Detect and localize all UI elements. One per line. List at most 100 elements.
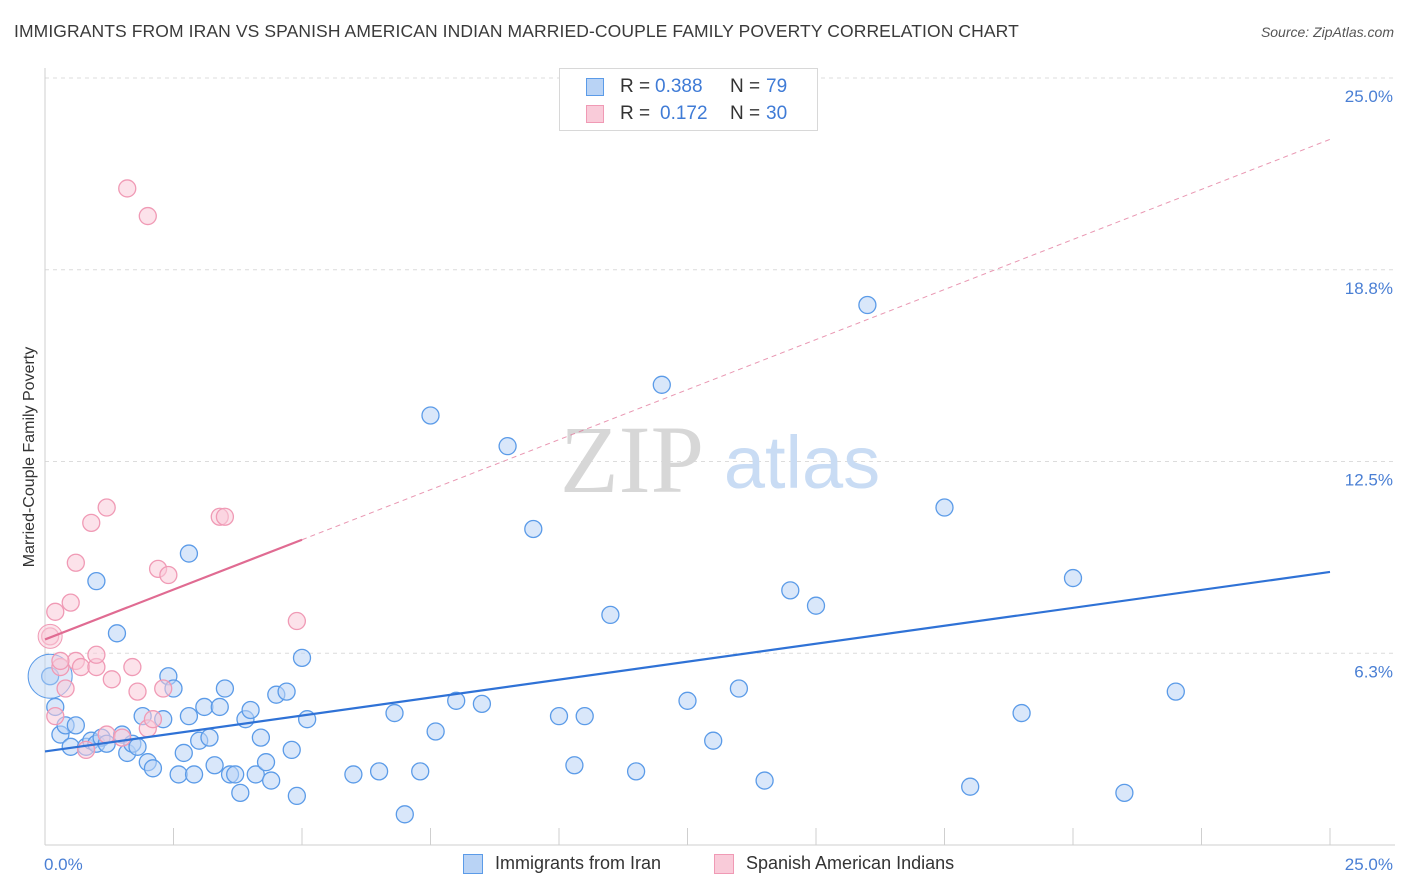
legend-r-label: R = [620, 76, 651, 97]
point-iran [241, 700, 260, 720]
point-spanish [287, 611, 307, 631]
point-iran [179, 544, 199, 563]
point-iran [369, 762, 389, 781]
point-spanish [97, 498, 116, 517]
point-iran [704, 731, 723, 750]
point-spanish [97, 725, 116, 744]
point-spanish [143, 710, 163, 729]
point-iran [282, 740, 301, 760]
watermark-zip: ZIP [560, 406, 704, 513]
point-iran [277, 682, 296, 701]
point-iran [66, 716, 85, 735]
point-iran [200, 728, 219, 747]
point-spanish [46, 706, 65, 726]
point-iran [935, 498, 954, 517]
y-tick-label: 6.3% [1354, 662, 1393, 681]
point-spanish [82, 513, 101, 533]
legend-n-label: N = [730, 76, 761, 97]
point-iran [447, 691, 466, 710]
point-iran [626, 762, 646, 781]
point-iran [195, 697, 214, 717]
point-iran [524, 519, 543, 539]
point-iran [426, 722, 445, 741]
point-spanish [112, 728, 132, 747]
point-iran [262, 771, 281, 790]
legend: R = 0.388 N = 79 R = 0.172 N = 30 [559, 68, 818, 131]
point-iran [1012, 703, 1031, 723]
y-tick-label: 18.8% [1345, 279, 1393, 298]
point-spanish [61, 593, 80, 612]
tick-labels: 6.3% 12.5% 18.8% 25.0% 0.0% 25.0% [44, 87, 1393, 874]
point-iran [806, 596, 826, 615]
legend-r-value: 0.388 [655, 76, 703, 97]
watermark: ZIP atlas [560, 406, 880, 513]
point-iran [421, 406, 440, 425]
trend-line-spanish [44, 538, 303, 641]
chart-title: IMMIGRANTS FROM IRAN VS SPANISH AMERICAN… [14, 21, 1019, 41]
series-spanish-points [37, 179, 307, 760]
point-spanish [66, 553, 85, 572]
point-iran [472, 694, 492, 714]
point-iran [498, 437, 517, 456]
bottom-legend-label-spanish: Spanish American Indians [746, 853, 955, 873]
point-iran [292, 648, 312, 668]
point-spanish [215, 507, 235, 526]
point-spanish [159, 565, 178, 585]
point-iran [215, 679, 235, 698]
point-iran [549, 706, 569, 726]
legend-swatch-spanish [586, 105, 604, 123]
legend-n-value: 30 [766, 103, 788, 124]
series-iran-points [27, 295, 1185, 824]
point-iran [128, 737, 147, 756]
y-tick-label: 12.5% [1345, 471, 1393, 490]
point-iran [256, 753, 276, 772]
point-iran [1063, 568, 1083, 588]
trend-line-iran [44, 570, 1331, 753]
point-iran [179, 706, 199, 726]
point-spanish [138, 206, 157, 226]
point-iran [87, 572, 106, 591]
point-iran [395, 805, 414, 824]
point-spanish [123, 657, 142, 677]
legend-n-value: 79 [766, 76, 788, 97]
point-iran [344, 765, 363, 784]
point-spanish [154, 679, 173, 698]
point-iran [169, 765, 188, 784]
point-iran [755, 771, 774, 790]
x-tick-label: 0.0% [44, 855, 83, 874]
point-iran [174, 743, 193, 763]
point-spanish [102, 670, 121, 689]
point-iran [411, 762, 430, 781]
trend-line-spanish-extended [301, 138, 1331, 541]
legend-r-label: R = [620, 103, 651, 124]
point-iran [565, 756, 584, 775]
watermark-atlas: atlas [724, 421, 880, 504]
point-iran [961, 777, 980, 796]
bottom-legend-swatch-spanish [714, 854, 734, 874]
legend-r-value: 0.172 [660, 103, 708, 124]
grid-lines [45, 77, 1395, 654]
point-iran [143, 759, 163, 778]
point-iran [729, 679, 749, 698]
point-iran [1115, 783, 1134, 802]
point-iran [226, 765, 245, 784]
legend-swatch-iran [586, 78, 604, 96]
point-iran [184, 765, 204, 784]
point-iran [858, 295, 877, 315]
bottom-legend-label-iran: Immigrants from Iran [495, 853, 662, 873]
point-iran [781, 581, 800, 600]
point-iran [107, 624, 127, 643]
point-iran [231, 783, 250, 802]
point-spanish [128, 682, 147, 701]
point-iran [205, 756, 224, 775]
x-tick-label: 25.0% [1345, 855, 1393, 874]
trend-lines [44, 138, 1331, 753]
point-iran [601, 605, 620, 625]
point-spanish [56, 679, 75, 698]
y-tick-label: 25.0% [1345, 87, 1393, 106]
point-spanish [118, 179, 137, 198]
point-spanish [46, 602, 65, 621]
source-label: Source: ZipAtlas.com [1260, 24, 1394, 40]
point-spanish [71, 657, 91, 677]
